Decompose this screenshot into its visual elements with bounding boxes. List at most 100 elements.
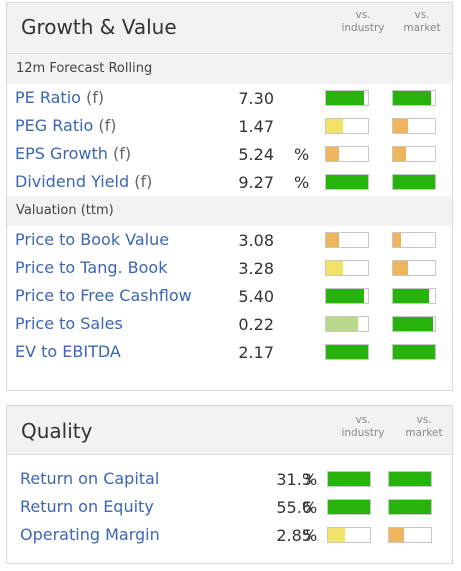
vs-market-bar bbox=[392, 174, 436, 190]
metric-label-text: Price to Sales bbox=[15, 314, 123, 333]
vs-market-bar-fill bbox=[393, 317, 433, 331]
vs-industry-bar bbox=[327, 527, 371, 543]
vs-industry-bar bbox=[325, 260, 369, 276]
vs-market-bar bbox=[392, 146, 436, 162]
metric-row: Price to Free Cashflow 5.40 bbox=[7, 282, 452, 310]
metric-label-text: Return on Capital bbox=[20, 469, 160, 488]
metric-value: 9.27 bbox=[238, 173, 274, 192]
metric-label-text: Dividend Yield bbox=[15, 172, 130, 191]
vs-industry-column-header: vs. industry bbox=[333, 414, 393, 440]
vs-industry-bar bbox=[325, 90, 369, 106]
metric-value: 3.28 bbox=[238, 259, 274, 278]
metric-label-link[interactable]: PEG Ratio (f) bbox=[15, 116, 117, 135]
metric-label-text: EV to EBITDA bbox=[15, 342, 121, 361]
metric-value: 2.85 bbox=[276, 526, 312, 545]
vs-industry-bar bbox=[325, 118, 369, 134]
column-header-line: market bbox=[403, 22, 441, 34]
metric-value: 55.6 bbox=[276, 498, 312, 517]
vs-industry-bar bbox=[327, 471, 371, 487]
metric-label-text: Price to Free Cashflow bbox=[15, 286, 192, 305]
vs-industry-bar bbox=[325, 232, 369, 248]
metric-value: 1.47 bbox=[238, 117, 274, 136]
vs-industry-bar-fill bbox=[326, 317, 358, 331]
vs-industry-column-header: vs. industry bbox=[333, 9, 393, 35]
valuation-rows: Price to Book Value 3.08 Price to Tang. Bo… bbox=[7, 226, 452, 366]
metric-row: Return on Capital 31.3% bbox=[7, 465, 452, 493]
vs-market-bar-fill bbox=[393, 345, 435, 359]
metric-value: 2.17 bbox=[238, 343, 274, 362]
vs-market-bar-fill bbox=[393, 175, 435, 189]
growth-value-title: Growth & Value bbox=[21, 15, 177, 39]
quality-header: Quality vs. industry vs. market bbox=[7, 406, 452, 455]
metric-unit: % bbox=[302, 526, 318, 545]
vs-market-bar-fill bbox=[389, 500, 431, 514]
metric-row: Operating Margin 2.85% bbox=[7, 521, 452, 549]
growth-value-header: Growth & Value vs. industry vs. market bbox=[7, 3, 452, 54]
vs-market-bar-fill bbox=[393, 91, 431, 105]
column-header-line: vs. bbox=[414, 9, 430, 21]
vs-industry-bar-fill bbox=[328, 472, 370, 486]
vs-industry-bar-fill bbox=[326, 119, 343, 133]
column-header-line: vs. bbox=[355, 9, 371, 21]
metric-unit: % bbox=[302, 498, 318, 517]
metric-label-link[interactable]: Dividend Yield (f) bbox=[15, 172, 152, 191]
vs-industry-bar bbox=[325, 146, 369, 162]
column-header-line: vs. bbox=[355, 414, 371, 426]
vs-market-bar-fill bbox=[393, 119, 408, 133]
metric-label-link[interactable]: Price to Book Value bbox=[15, 230, 169, 249]
vs-market-bar bbox=[392, 90, 436, 106]
vs-market-bar bbox=[392, 344, 436, 360]
metric-label-link[interactable]: Price to Sales bbox=[15, 314, 123, 333]
metric-label-link[interactable]: PE Ratio (f) bbox=[15, 88, 104, 107]
vs-industry-bar bbox=[325, 288, 369, 304]
forecast-section-header: 12m Forecast Rolling bbox=[7, 54, 452, 84]
vs-market-column-header: vs. market bbox=[392, 9, 452, 35]
metric-label-link[interactable]: EPS Growth (f) bbox=[15, 144, 131, 163]
vs-market-bar-fill bbox=[393, 289, 429, 303]
column-header-line: vs. bbox=[416, 414, 432, 426]
vs-market-column-header: vs. market bbox=[394, 414, 454, 440]
vs-market-bar bbox=[392, 260, 436, 276]
vs-market-bar bbox=[388, 499, 432, 515]
metric-label-link[interactable]: Return on Capital bbox=[20, 469, 159, 488]
vs-industry-bar bbox=[325, 316, 369, 332]
metric-label-text: Price to Tang. Book bbox=[15, 258, 168, 277]
vs-market-bar bbox=[392, 288, 436, 304]
metric-value: 5.24 bbox=[238, 145, 274, 164]
column-header-line: industry bbox=[341, 427, 385, 439]
metric-label-link[interactable]: Return on Equity bbox=[20, 497, 154, 516]
metric-label-link[interactable]: Operating Margin bbox=[20, 525, 160, 544]
vs-industry-bar-fill bbox=[328, 528, 345, 542]
metric-row: Price to Sales 0.22 bbox=[7, 310, 452, 338]
valuation-section-header: Valuation (ttm) bbox=[7, 196, 452, 226]
metric-label-link[interactable]: Price to Tang. Book bbox=[15, 258, 167, 277]
vs-market-bar-fill bbox=[393, 147, 406, 161]
metric-row: Return on Equity 55.6% bbox=[7, 493, 452, 521]
metric-row: PEG Ratio (f) 1.47 bbox=[7, 112, 452, 140]
vs-industry-bar bbox=[325, 344, 369, 360]
quality-panel: Quality vs. industry vs. market Return on … bbox=[6, 405, 453, 564]
vs-industry-bar-fill bbox=[326, 91, 364, 105]
growth-value-panel: Growth & Value vs. industry vs. market 12m… bbox=[6, 2, 453, 391]
metric-unit: % bbox=[302, 470, 318, 489]
metric-value: 3.08 bbox=[238, 231, 274, 250]
vs-market-bar-fill bbox=[393, 261, 408, 275]
metric-row: PE Ratio (f) 7.30 bbox=[7, 84, 452, 112]
metric-value: 0.22 bbox=[238, 315, 274, 334]
vs-industry-bar bbox=[327, 499, 371, 515]
metric-row: Price to Tang. Book 3.28 bbox=[7, 254, 452, 282]
quality-rows: Return on Capital 31.3% Return on Equity 55… bbox=[7, 455, 452, 549]
metric-label-text: Return on Equity bbox=[20, 497, 154, 516]
vs-industry-bar-fill bbox=[326, 261, 343, 275]
metric-label-link[interactable]: Price to Free Cashflow bbox=[15, 286, 192, 305]
vs-industry-bar-fill bbox=[326, 147, 339, 161]
metric-row: Price to Book Value 3.08 bbox=[7, 226, 452, 254]
metric-label-text: EPS Growth bbox=[15, 144, 108, 163]
metric-row: Dividend Yield (f) 9.27% bbox=[7, 168, 452, 196]
metric-label-link[interactable]: EV to EBITDA bbox=[15, 342, 121, 361]
vs-market-bar bbox=[392, 232, 436, 248]
metric-unit: % bbox=[294, 173, 310, 192]
metric-label-suffix: (f) bbox=[107, 144, 132, 163]
vs-market-bar-fill bbox=[389, 472, 431, 486]
quality-title: Quality bbox=[21, 419, 93, 443]
